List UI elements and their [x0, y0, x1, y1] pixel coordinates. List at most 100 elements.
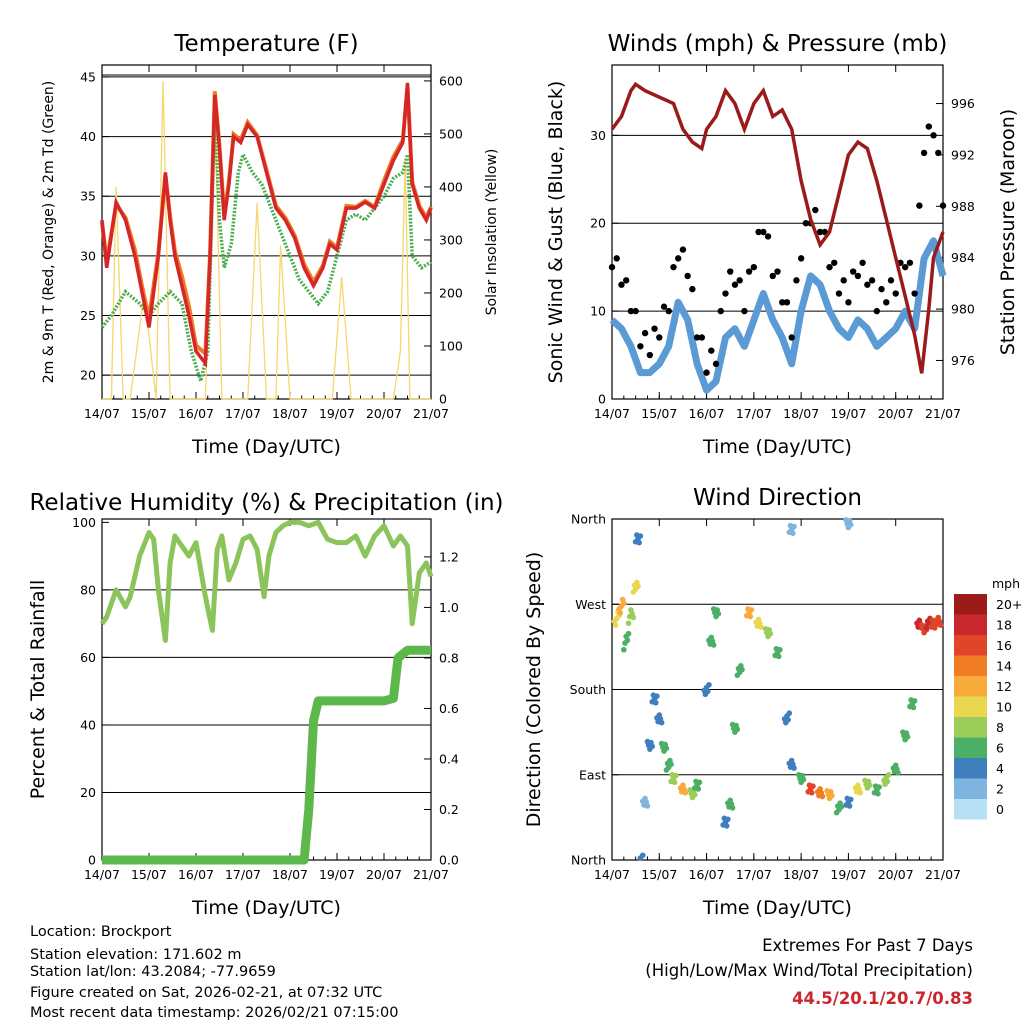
gust-point [835, 290, 843, 297]
chart-title: Wind Direction [693, 485, 862, 511]
y-tick-label: North [571, 512, 606, 527]
gust-point [693, 334, 701, 341]
direction-point [691, 791, 698, 798]
direction-point [800, 776, 807, 783]
legend-swatch [954, 799, 987, 820]
gust-point [637, 343, 644, 350]
x-tick-label: 14/07 [594, 406, 630, 421]
direction-point [617, 609, 624, 616]
direction-point [910, 704, 917, 711]
x-axis-label: Time (Day/UTC) [702, 436, 852, 458]
info-location: Location: Brockport [30, 924, 172, 940]
humidity-panel: Relative Humidity (%) & Precipitation (i… [27, 490, 504, 919]
direction-point [710, 642, 717, 648]
direction-point [748, 607, 755, 613]
legend-swatch [954, 696, 987, 717]
gust-point [911, 290, 918, 297]
legend-label: 16 [996, 638, 1012, 653]
y-tick-label: 20 [80, 368, 96, 383]
y-tick-label: 10 [590, 304, 606, 319]
x-tick-label: 17/07 [736, 406, 772, 421]
x-tick-label: 19/07 [319, 406, 355, 421]
gust-point [755, 228, 762, 236]
x-tick-label: 18/07 [272, 867, 308, 882]
series-temp-2m [100, 82, 433, 368]
y2-tick-label: 0.4 [439, 751, 459, 766]
x-tick-label: 14/07 [84, 867, 120, 882]
gust-point [816, 228, 824, 236]
y2-tick-label: 992 [951, 147, 975, 162]
y-tick-label: 40 [80, 129, 96, 144]
y-tick-label: South [570, 682, 606, 697]
y2-tick-label: 300 [439, 232, 463, 247]
x-axis-label: Time (Day/UTC) [191, 436, 341, 458]
gust-point [608, 263, 616, 271]
y-tick-label: 80 [80, 582, 96, 597]
gust-point [717, 307, 724, 315]
direction-point [911, 698, 918, 704]
direction-point [658, 719, 665, 726]
direction-point [625, 620, 632, 626]
legend-label: 18 [996, 618, 1012, 633]
direction-point [876, 784, 882, 790]
direction-point [777, 646, 783, 653]
direction-point [767, 630, 774, 637]
direction-point [682, 789, 689, 796]
x-tick-label: 18/07 [272, 406, 308, 421]
series-dewpoint [100, 112, 432, 388]
legend-label: 6 [996, 741, 1004, 756]
x-axis-label: Time (Day/UTC) [191, 897, 341, 919]
series-precip [102, 645, 431, 865]
gust-point [783, 299, 791, 306]
direction-point [725, 816, 731, 823]
gust-point [920, 149, 928, 157]
gust-point [660, 303, 668, 310]
x-tick-label: 21/07 [925, 406, 961, 421]
direction-point [847, 521, 854, 528]
y2-tick-label: 980 [951, 302, 975, 317]
y2-tick-label: 988 [951, 199, 975, 214]
wind-direction-panel: Wind Direction 14/07 15/07 16/07 17/07 18/07 1… [523, 485, 961, 919]
y-axis-label: Sonic Wind & Gust (Blue, Black) [545, 81, 567, 384]
direction-point [875, 790, 881, 797]
y2-tick-label: 0.0 [439, 853, 459, 868]
direction-point [885, 771, 892, 778]
direction-point [644, 803, 651, 809]
x-tick-label: 18/07 [783, 406, 819, 421]
legend-label: 4 [996, 761, 1004, 776]
gust-point [750, 263, 758, 271]
direction-point [673, 772, 679, 779]
x-tick-label: 19/07 [830, 867, 866, 882]
y-tick-label: 30 [590, 128, 606, 143]
legend-label: 14 [996, 659, 1012, 674]
gust-point [712, 360, 720, 368]
gust-point [925, 123, 933, 130]
gust-point [627, 307, 635, 315]
direction-point [829, 792, 835, 799]
y2-tick-label: 984 [951, 250, 975, 265]
direction-point [884, 778, 891, 785]
y-tick-label: 40 [80, 717, 96, 732]
gust-point [840, 277, 847, 284]
legend-swatch [954, 614, 987, 635]
direction-point [639, 852, 646, 859]
x-tick-label: 15/07 [641, 406, 677, 421]
direction-point [847, 796, 854, 803]
y-tick-label: 60 [80, 650, 96, 665]
x-tick-label: 16/07 [689, 867, 725, 882]
gust-point [939, 202, 947, 209]
x-tick-label: 16/07 [178, 867, 214, 882]
legend-swatch [954, 778, 987, 799]
direction-point [729, 805, 736, 811]
direction-point [621, 646, 627, 653]
y-tick-label: West [575, 597, 606, 612]
y-axis-label: Percent & Total Rainfall [27, 580, 49, 799]
gust-point [774, 268, 781, 275]
gust-point [632, 307, 639, 315]
gust-point [849, 268, 857, 275]
y-tick-label: East [579, 767, 606, 782]
legend-label: 8 [996, 720, 1004, 735]
gust-point [722, 290, 729, 297]
extremes-subheading: (High/Low/Max Wind/Total Precipitation) [645, 961, 973, 980]
